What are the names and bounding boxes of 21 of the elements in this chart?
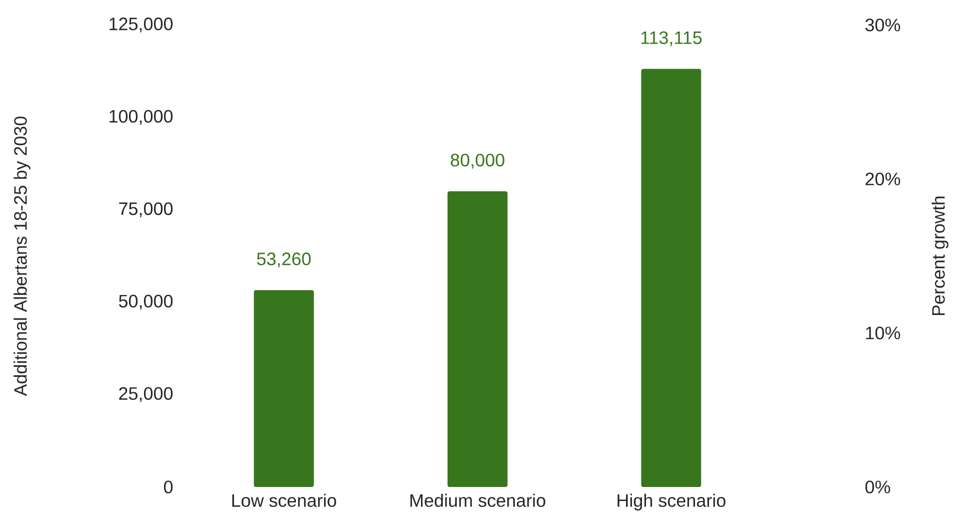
data-label: 80,000 <box>450 154 504 169</box>
y-tick-label: 100,000 <box>110 110 173 125</box>
x-tick-label: High scenario <box>618 494 726 510</box>
bar <box>254 290 314 487</box>
y-tick-label: 25,000 <box>119 387 173 402</box>
y2-tick-label: 30% <box>865 18 900 32</box>
y-tick-label: 75,000 <box>119 202 173 218</box>
bar <box>641 68 702 487</box>
y-tick-label: 50,000 <box>118 294 173 310</box>
data-label: 113,115 <box>641 31 702 46</box>
bar <box>448 191 508 487</box>
x-tick-label: Medium scenario <box>410 494 546 507</box>
y2-axis-title: Percent growth <box>932 196 948 316</box>
x-tick-label: Low scenario <box>232 494 336 507</box>
y2-tick-label: 0% <box>865 480 890 494</box>
y-tick-label: 0 <box>164 480 173 494</box>
y-tick-label: 125,000 <box>110 18 173 32</box>
y2-tick-label: 10% <box>866 326 900 340</box>
data-label: 53,260 <box>257 252 311 268</box>
y-axis-title: Additional Albertans 18-25 by 2030 <box>14 116 30 396</box>
y2-tick-label: 20% <box>866 172 900 186</box>
